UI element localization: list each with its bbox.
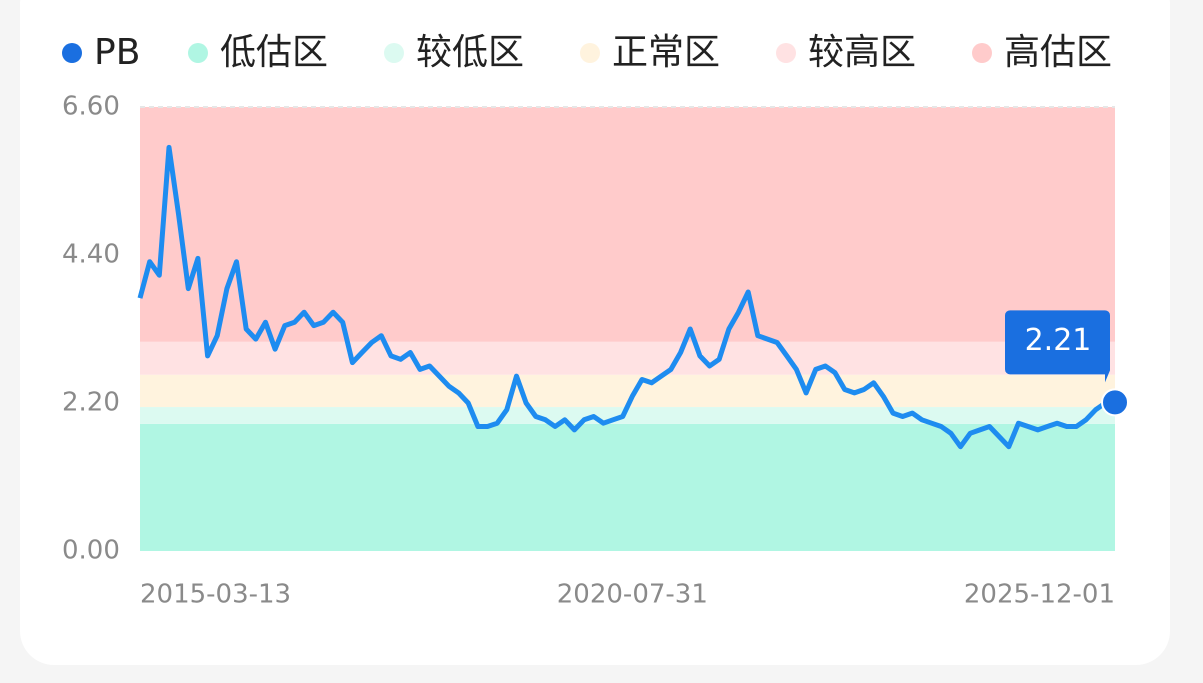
x-tick-label: 2020-07-31 bbox=[557, 580, 708, 610]
legend-marker bbox=[62, 43, 82, 63]
valuation-band bbox=[140, 423, 1115, 551]
value-label: 2.21 bbox=[1025, 323, 1092, 358]
valuation-band bbox=[140, 407, 1115, 424]
legend-marker bbox=[188, 43, 208, 63]
legend-marker bbox=[384, 43, 404, 63]
legend-marker bbox=[972, 43, 992, 63]
x-tick-label: 2025-12-01 bbox=[964, 580, 1115, 610]
legend-label: 较高区 bbox=[808, 32, 916, 73]
legend-label: 低估区 bbox=[220, 32, 328, 73]
valuation-band bbox=[140, 341, 1115, 375]
pb-line bbox=[137, 144, 1116, 450]
legend-marker bbox=[776, 43, 796, 63]
legend-marker bbox=[580, 43, 600, 63]
y-tick-label: 0.00 bbox=[62, 536, 120, 566]
y-tick-label: 2.20 bbox=[62, 388, 120, 418]
legend-label: 较低区 bbox=[416, 32, 524, 73]
legend-label: PB bbox=[94, 32, 140, 73]
x-tick-label: 2015-03-13 bbox=[140, 580, 291, 610]
y-tick-label: 4.40 bbox=[62, 240, 120, 270]
value-callout bbox=[1005, 310, 1110, 383]
legend-label: 正常区 bbox=[612, 32, 720, 73]
y-tick-label: 6.60 bbox=[62, 92, 120, 122]
last-point bbox=[1101, 388, 1129, 417]
legend-label: 高估区 bbox=[1004, 32, 1112, 73]
valuation-band bbox=[140, 107, 1115, 342]
